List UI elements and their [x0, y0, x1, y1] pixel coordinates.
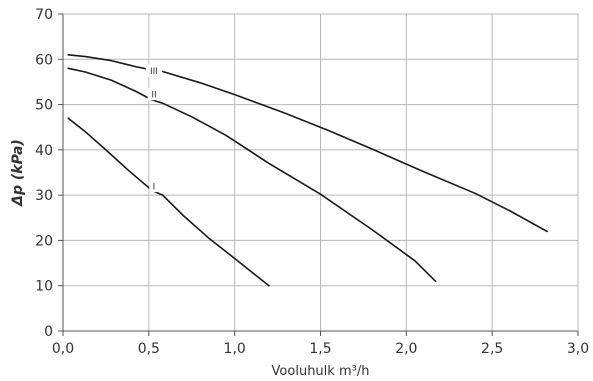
series-line-I — [67, 117, 270, 287]
axes — [58, 13, 579, 336]
grid — [63, 13, 579, 331]
series-lines — [67, 54, 548, 287]
y-tick-label-3: 30 — [35, 188, 53, 204]
series-line-II — [67, 67, 437, 282]
tick-labels: 0,0 0,5 1,0 1,5 2,0 2,5 3,0 0 10 20 30 40 50 60 70 — [35, 7, 589, 357]
y-tick-label-6: 60 — [35, 52, 53, 68]
x-tick-label-4: 2,0 — [395, 341, 417, 357]
series-label-bg-I — [149, 180, 159, 193]
series-label-bg-II — [147, 88, 161, 101]
x-tick-label-0: 0,0 — [52, 341, 74, 357]
x-tick-label-5: 2,5 — [481, 341, 503, 357]
y-tick-label-5: 50 — [35, 98, 53, 114]
y-tick-label-4: 40 — [35, 143, 53, 159]
series-label-III: III — [150, 67, 158, 77]
x-axis-title: Vooluhulk m³/h — [272, 364, 370, 379]
series-label-bg-III — [145, 64, 163, 77]
x-tick-label-3: 1,5 — [309, 341, 331, 357]
y-tick-label-1: 10 — [35, 279, 53, 295]
y-tick-label-2: 20 — [35, 233, 53, 249]
x-tick-label-6: 3,0 — [567, 341, 589, 357]
x-tick-label-2: 1,0 — [224, 341, 246, 357]
series-label-I: I — [153, 183, 156, 193]
y-tick-label-0: 0 — [44, 324, 53, 340]
series-label-II: II — [151, 91, 156, 101]
x-tick-label-1: 0,5 — [138, 341, 160, 357]
y-axis-title: Δp (kPa) — [10, 139, 26, 207]
y-tick-label-7: 70 — [35, 7, 53, 23]
series-line-III — [67, 54, 548, 233]
